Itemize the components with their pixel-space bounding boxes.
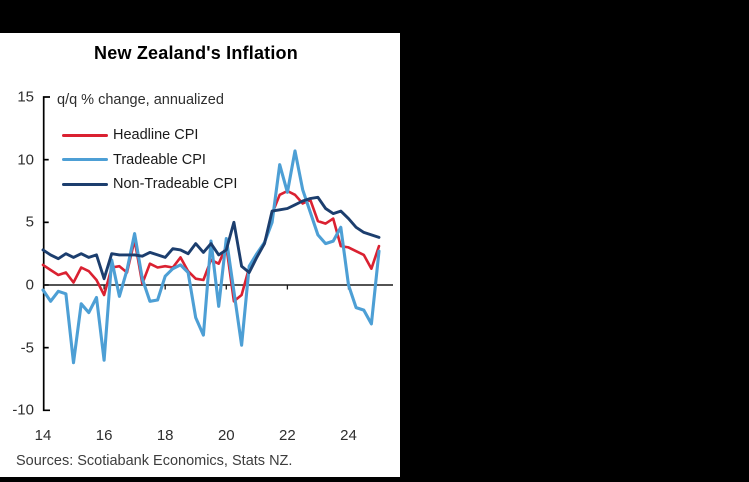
- legend-item-non-tradeable-cpi: Non-Tradeable CPI: [62, 172, 237, 197]
- legend: Headline CPI Tradeable CPI Non-Tradeable…: [62, 123, 237, 197]
- y-tick-label-5: 5: [25, 213, 34, 231]
- axis-note: q/q % change, annualized: [57, 92, 224, 108]
- series-line-tradeable-cpi: [41, 149, 381, 365]
- y-tick-label-15: 15: [17, 88, 34, 106]
- legend-label-tradeable-cpi: Tradeable CPI: [113, 151, 206, 168]
- chart-title: New Zealand's Inflation: [94, 43, 298, 63]
- y-tick-label--10: -10: [12, 401, 34, 419]
- legend-item-headline-cpi: Headline CPI: [62, 123, 237, 148]
- x-tick-label-16: 16: [95, 427, 113, 444]
- tradeable-cpi-line-swatch: [62, 158, 108, 162]
- legend-label-non-tradeable-cpi: Non-Tradeable CPI: [113, 176, 238, 193]
- plot-area: [41, 96, 393, 412]
- legend-item-tradeable-cpi: Tradeable CPI: [62, 148, 237, 173]
- y-tick-label--5: -5: [20, 339, 34, 357]
- legend-label-headline-cpi: Headline CPI: [113, 127, 199, 144]
- x-tick-label-18: 18: [156, 427, 174, 444]
- x-tick-label-22: 22: [279, 427, 296, 444]
- sources-note: Sources: Scotiabank Economics, Stats NZ.: [16, 453, 293, 469]
- y-tick-label-0: 0: [25, 276, 34, 294]
- y-axis: [42, 96, 50, 412]
- series-line-non-tradeable-cpi: [41, 195, 381, 281]
- x-tick-label-24: 24: [340, 427, 357, 444]
- x-tick-label-20: 20: [217, 427, 235, 444]
- chart-panel: New Zealand's Inflation q/q % change, an…: [0, 33, 400, 477]
- x-tick-label-14: 14: [34, 427, 52, 444]
- headline-cpi-line-swatch: [62, 133, 108, 137]
- non-tradeable-cpi-line-swatch: [62, 182, 108, 186]
- y-tick-label-10: 10: [17, 151, 34, 169]
